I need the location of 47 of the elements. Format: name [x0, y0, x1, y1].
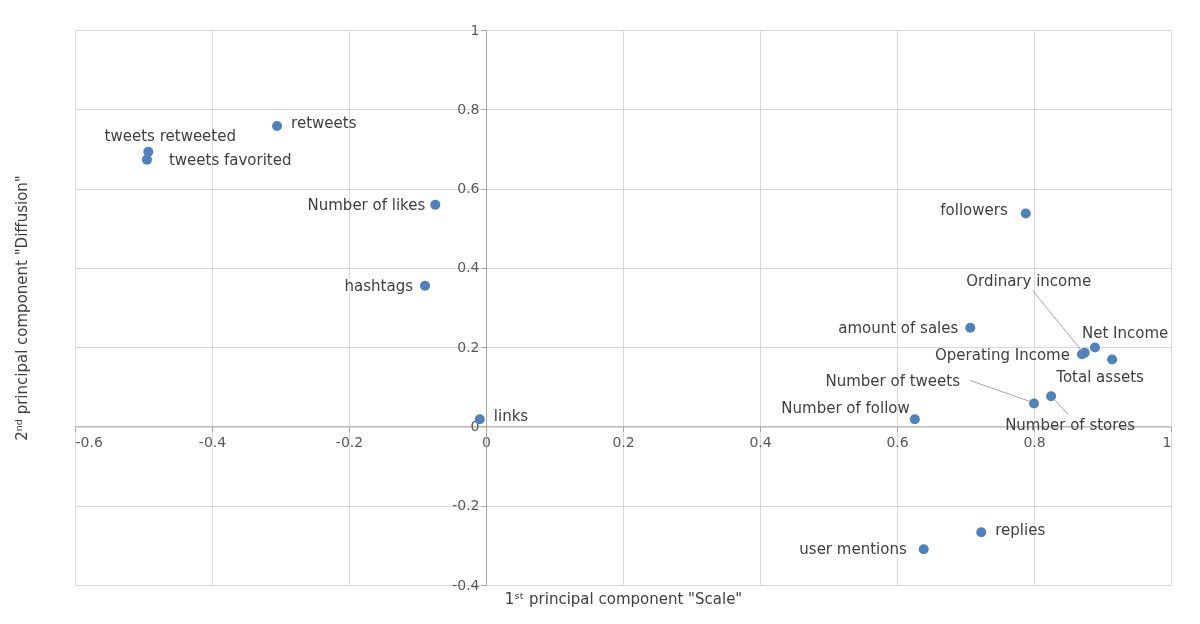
x-tick-label: -0.4 [198, 433, 227, 450]
point [272, 120, 283, 131]
annotation: Number of tweets [825, 372, 961, 391]
annotation: Number of stores [1005, 416, 1136, 435]
x-tick-label: 0.6 [886, 433, 909, 450]
point [909, 414, 920, 425]
x-axis-title: 1ˢᵗ principal component "Scale" [504, 589, 743, 608]
annotation: Operating Income [934, 346, 1070, 365]
point [1107, 354, 1118, 365]
point [1046, 391, 1057, 402]
y-tick-label: -0.4 [452, 576, 480, 593]
point [1020, 208, 1031, 219]
y-tick-label: -0.2 [452, 497, 480, 514]
x-tick-label: 0.8 [1023, 433, 1046, 450]
annotation: Number of likes [307, 195, 426, 214]
annotation: user mentions [799, 540, 907, 559]
annotation: Net Income [1081, 323, 1169, 342]
y-tick-label: 0.2 [457, 338, 480, 355]
y-axis-title: 2ⁿᵈ principal component "Diffusion" [12, 175, 31, 441]
annotation: links [493, 407, 529, 426]
annotation: Total assets [1055, 368, 1145, 387]
point [1029, 398, 1039, 409]
annotation: Number of follow [781, 399, 910, 418]
x-tick-label: 1 [1162, 433, 1172, 450]
annotation: replies [995, 521, 1046, 540]
point [1089, 342, 1100, 353]
annotation: retweets [291, 113, 357, 132]
x-tick-label: 0.4 [749, 433, 772, 450]
annotation: followers [940, 200, 1008, 219]
y-tick-label: 0.6 [457, 180, 480, 197]
annotation: tweets retweeted [104, 126, 236, 145]
point [141, 154, 152, 165]
point [420, 280, 431, 291]
x-tick-label: -0.2 [335, 433, 364, 450]
annotation: Ordinary income [966, 271, 1092, 290]
point [430, 199, 441, 210]
annotation: hashtags [344, 276, 414, 295]
y-tick-label: 0.8 [457, 100, 480, 117]
point [965, 322, 976, 333]
annotation: amount of sales [838, 318, 959, 337]
x-tick-label: -0.6 [75, 433, 103, 450]
point [976, 527, 987, 538]
point [918, 544, 929, 555]
x-tick-label: 0.2 [612, 433, 635, 450]
y-tick-label: 0.4 [457, 259, 480, 276]
y-tick-label: 1 [470, 21, 480, 38]
annotation: tweets favorited [168, 150, 292, 169]
